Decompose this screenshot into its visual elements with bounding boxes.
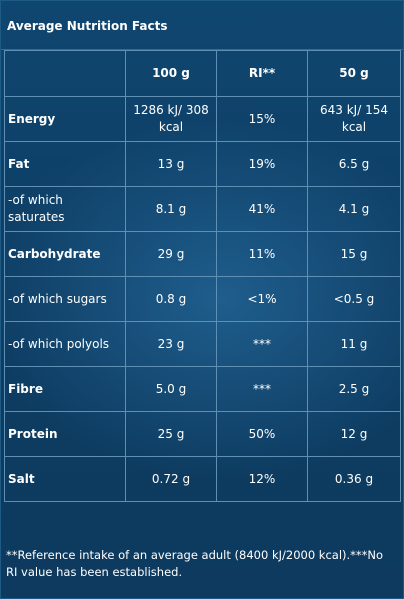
cell-per-100g: 23 g xyxy=(125,321,217,367)
cell-per-100g: 0.72 g xyxy=(125,456,217,502)
row-label-sugars: -of which sugars xyxy=(4,276,126,322)
cell-ri: 19% xyxy=(216,141,308,187)
cell-per-100g: 13 g xyxy=(125,141,217,187)
header-cell-nutrient xyxy=(4,50,126,97)
cell-per-50g: 12 g xyxy=(307,411,401,457)
table-row: -of which sugars 0.8 g <1% <0.5 g xyxy=(4,276,401,322)
row-label-fibre: Fibre xyxy=(4,366,126,412)
cell-ri: *** xyxy=(216,366,308,412)
cell-per-50g: 15 g xyxy=(307,231,401,277)
table-row: Protein 25 g 50% 12 g xyxy=(4,411,401,457)
header-cell-ri: RI** xyxy=(216,50,308,97)
cell-per-50g: 0.36 g xyxy=(307,456,401,502)
cell-ri: <1% xyxy=(216,276,308,322)
cell-per-100g: 25 g xyxy=(125,411,217,457)
table-row: -of which saturates 8.1 g 41% 4.1 g xyxy=(4,186,401,232)
cell-ri: 12% xyxy=(216,456,308,502)
table-row: -of which polyols 23 g *** 11 g xyxy=(4,321,401,367)
header-cell-per-50g: 50 g xyxy=(307,50,401,97)
cell-ri: 15% xyxy=(216,96,308,142)
table-row: Carbohydrate 29 g 11% 15 g xyxy=(4,231,401,277)
cell-ri: 41% xyxy=(216,186,308,232)
table-header-row: 100 g RI** 50 g xyxy=(4,50,401,97)
cell-per-100g: 29 g xyxy=(125,231,217,277)
header-cell-per-100g: 100 g xyxy=(125,50,217,97)
row-label-salt: Salt xyxy=(4,456,126,502)
table-row: Salt 0.72 g 12% 0.36 g xyxy=(4,456,401,502)
cell-per-50g: 643 kJ/ 154 kcal xyxy=(307,96,401,142)
cell-ri: 11% xyxy=(216,231,308,277)
table-row: Fat 13 g 19% 6.5 g xyxy=(4,141,401,187)
cell-per-50g: 6.5 g xyxy=(307,141,401,187)
row-label-carbohydrate: Carbohydrate xyxy=(4,231,126,277)
table-row: Fibre 5.0 g *** 2.5 g xyxy=(4,366,401,412)
cell-per-100g: 0.8 g xyxy=(125,276,217,322)
cell-per-50g: 11 g xyxy=(307,321,401,367)
cell-per-50g: <0.5 g xyxy=(307,276,401,322)
cell-ri: 50% xyxy=(216,411,308,457)
cell-per-100g: 8.1 g xyxy=(125,186,217,232)
table-row: Energy 1286 kJ/ 308 kcal 15% 643 kJ/ 154… xyxy=(4,96,401,142)
panel-title: Average Nutrition Facts xyxy=(1,1,403,50)
cell-per-50g: 4.1 g xyxy=(307,186,401,232)
footnote: **Reference intake of an average adult (… xyxy=(6,548,384,579)
cell-per-50g: 2.5 g xyxy=(307,366,401,412)
cell-per-100g: 1286 kJ/ 308 kcal xyxy=(125,96,217,142)
cell-per-100g: 5.0 g xyxy=(125,366,217,412)
row-label-protein: Protein xyxy=(4,411,126,457)
cell-ri: *** xyxy=(216,321,308,367)
nutrition-table: 100 g RI** 50 g Energy 1286 kJ/ 308 kcal… xyxy=(4,50,401,502)
row-label-energy: Energy xyxy=(4,96,126,142)
row-label-fat: Fat xyxy=(4,141,126,187)
row-label-saturates: -of which saturates xyxy=(4,186,126,232)
row-label-polyols: -of which polyols xyxy=(4,321,126,367)
